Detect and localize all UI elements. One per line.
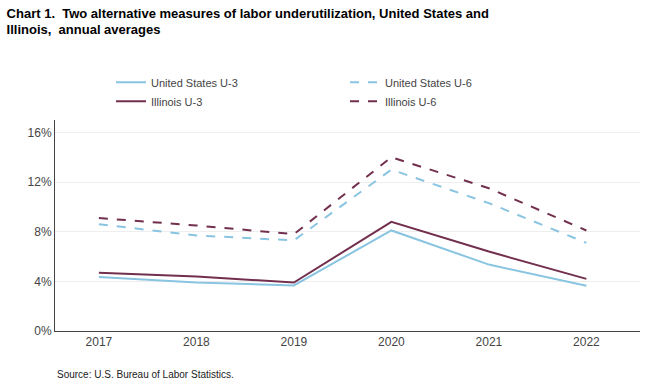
svg-text:United States U-6: United States U-6 <box>385 77 472 89</box>
svg-text:12%: 12% <box>28 175 52 189</box>
svg-text:Illinois U-3: Illinois U-3 <box>151 96 202 108</box>
svg-text:2018: 2018 <box>183 335 210 349</box>
svg-text:4%: 4% <box>34 275 52 289</box>
svg-text:0%: 0% <box>34 324 52 338</box>
svg-text:2017: 2017 <box>86 335 113 349</box>
svg-text:2019: 2019 <box>281 335 308 349</box>
svg-text:Illinois U-6: Illinois U-6 <box>385 96 436 108</box>
svg-text:2022: 2022 <box>573 335 600 349</box>
svg-text:2021: 2021 <box>476 335 503 349</box>
svg-text:16%: 16% <box>28 126 52 140</box>
svg-text:8%: 8% <box>34 225 52 239</box>
svg-text:Source: U.S. Bureau of Labor S: Source: U.S. Bureau of Labor Statistics. <box>57 369 234 380</box>
svg-text:United States U-3: United States U-3 <box>151 77 238 89</box>
svg-text:Chart 1. Two alternative meas: Chart 1. Two alternative measures of lab… <box>7 6 489 38</box>
svg-text:2020: 2020 <box>378 335 405 349</box>
